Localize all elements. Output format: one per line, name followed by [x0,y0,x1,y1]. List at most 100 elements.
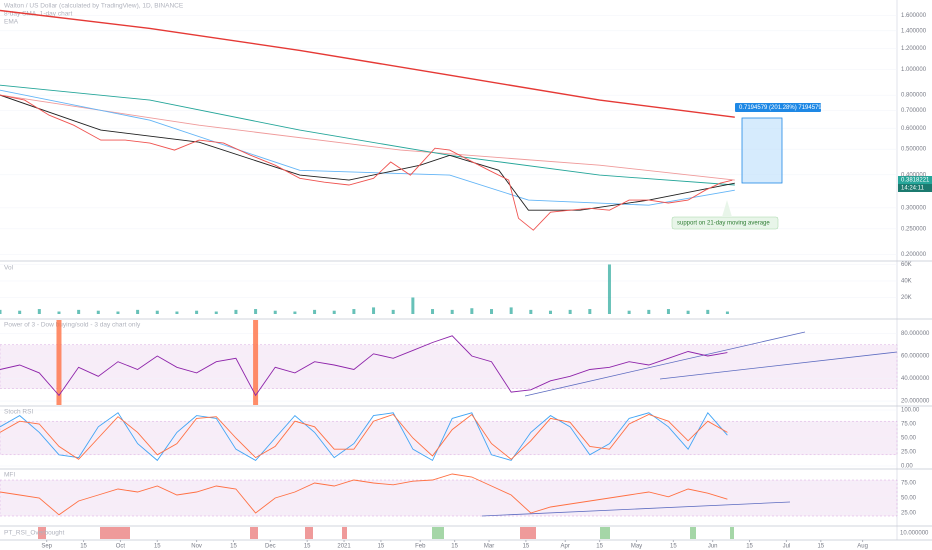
y-tick-label: 60.000000 [901,354,930,360]
x-tick-label: Apr [561,544,570,550]
y-tick-label: 0.500000 [901,147,927,153]
volume-bar [588,309,592,314]
volume-bar [490,309,494,314]
indicator-label: 8-day SMA, 1-day chart [4,11,72,18]
trend-line [524,331,806,397]
volume-bar [136,309,140,314]
strip-tick: 10.000000 [900,531,929,537]
trend-line [481,501,791,517]
x-tick-label: 15 [746,544,753,550]
y-tick-label: 80.000000 [901,331,930,337]
volume-bar [195,310,199,314]
panel-title: Stoch RSI [4,409,33,416]
panel-title: Vol [4,265,14,272]
x-tick-label: 15 [154,544,161,550]
volume-bar [57,311,61,314]
volume-bar [332,310,336,314]
y-tick-label: 25.00 [901,450,917,456]
panel-title: MFI [4,472,15,479]
volume-bar [686,310,690,314]
panel-separators [0,260,932,541]
volume-bar [372,307,376,314]
y-tick-label: 1.200000 [901,46,927,52]
x-tick-label: Mar [484,544,494,550]
y-tick-label: 0.200000 [901,252,927,258]
x-tick-label: 2021 [337,544,351,550]
x-tick-label: 15 [817,544,824,550]
price-label: 0.3818221 [901,178,930,184]
x-tick-label: 15 [80,544,87,550]
x-tick-label: Jul [783,544,791,550]
y-tick-label: 20.000000 [901,399,930,405]
volume-bar [450,309,454,314]
volume-bar [470,308,474,314]
volume-bar [725,311,729,314]
y-tick-label: 75.00 [901,422,917,428]
volume-bar [548,310,552,314]
y-tick-label: 0.400000 [901,172,927,178]
volume-bar [77,309,81,314]
signal-strip [38,527,734,539]
y-tick-label: 0.300000 [901,205,927,211]
volume-bar [293,311,297,314]
series-line [0,413,728,460]
volume-bar [431,309,435,314]
volume-bar [0,309,2,314]
series-line [0,335,728,397]
volume-bar [96,310,100,314]
y-tick-label: 1.400000 [901,28,927,34]
y-tick-label: 40K [901,279,912,285]
y-tick-label: 0.600000 [901,126,927,132]
time-label: 14:24:11 [901,186,925,192]
x-tick-label: 15 [304,544,311,550]
volume-bar [391,309,395,314]
x-tick-label: 15 [523,544,530,550]
volume-bar [214,311,218,314]
annotation-pointer [722,200,732,217]
x-tick-label: Nov [191,544,202,550]
x-tick-label: May [631,544,642,550]
volume-bar [18,310,22,314]
volume-bar [568,309,572,314]
x-tick-label: Aug [857,544,868,550]
x-tick-label: 15 [230,544,237,550]
y-tick-label: 75.00 [901,481,917,487]
volume-bar [313,309,317,314]
series-line [0,94,733,231]
x-tick-label: 15 [451,544,458,550]
series-line [0,9,735,118]
annotation: support on 21-day moving average [677,221,770,227]
panel-title: Power of 3 - Dow buying/sold - 3 day cha… [4,322,141,329]
x-tick-label: Feb [415,544,426,550]
highlight [56,320,62,405]
volume-bar [254,309,258,314]
volume-bar [352,309,356,314]
y-tick-label: 1.000000 [901,67,927,73]
target-label: 0.7194579 (201.28%) 7194579 [739,105,822,111]
volume-bar [37,309,41,314]
volume-bar [509,307,513,314]
price-label-box [898,176,932,184]
chart-title: Walton / US Dollar (calculated by Tradin… [4,3,184,10]
x-tick-label: Oct [116,544,126,550]
trend-line [659,351,898,380]
volume-bar [627,310,631,314]
y-tick-label: 20K [901,295,912,301]
series-line [0,84,735,186]
band [0,344,898,389]
volume-bar [666,309,670,314]
series-line [0,94,735,181]
y-tick-label: 0.700000 [901,108,927,114]
highlight [253,320,259,405]
indicator-label: EMA [4,19,19,26]
volume-bar [607,264,611,314]
x-tick-label: Dec [265,544,276,550]
y-tick-label: 50.00 [901,496,917,502]
target-range [741,117,783,184]
volume-bar [411,297,415,314]
time-label-box [898,184,932,192]
y-tick-label: 0.250000 [901,226,927,232]
x-tick-label: Jun [708,544,718,550]
y-tick-label: 0.800000 [901,93,927,99]
